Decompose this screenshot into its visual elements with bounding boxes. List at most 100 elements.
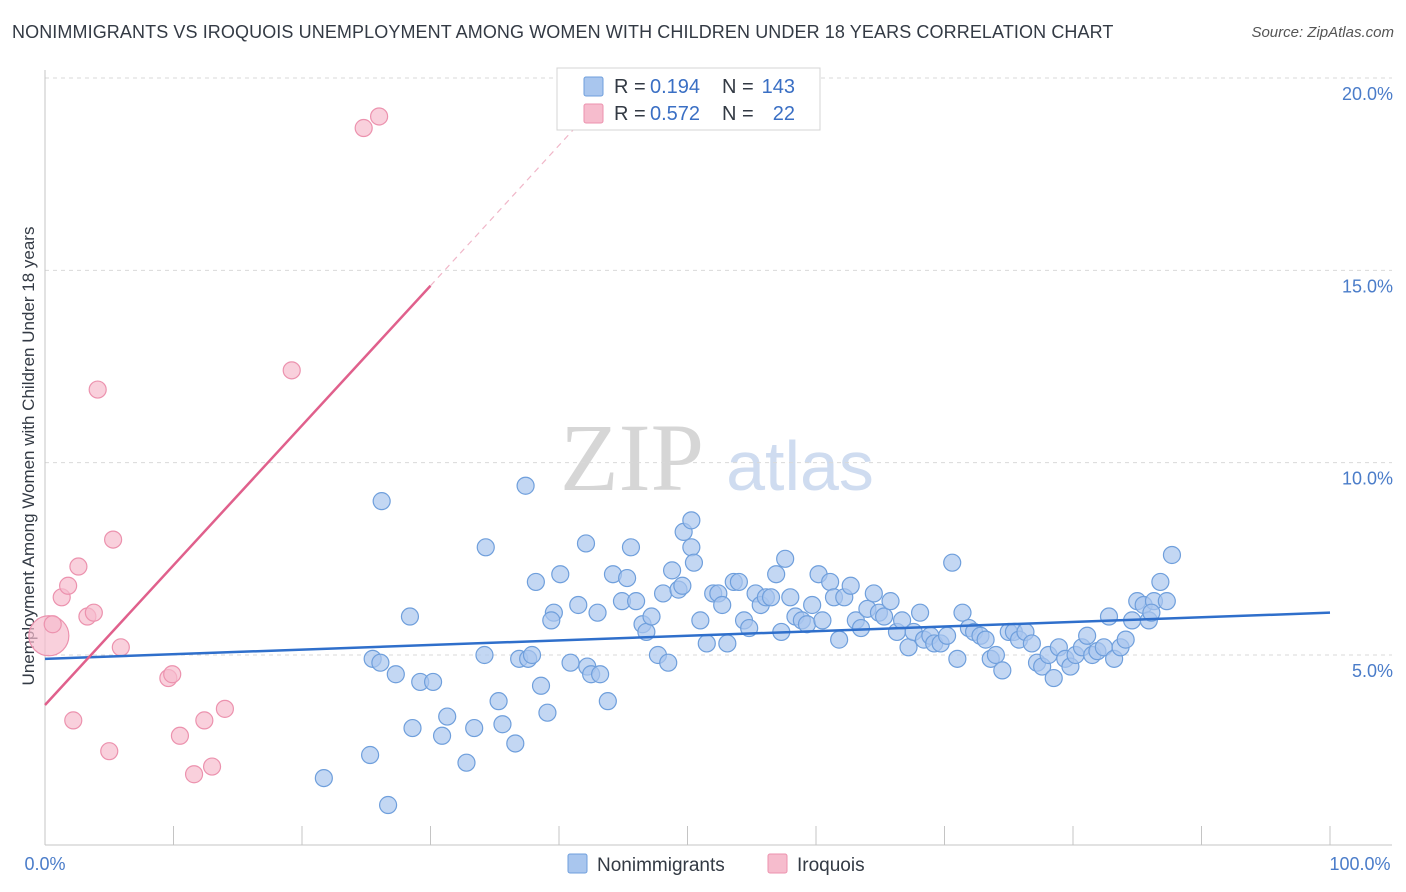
point-iroquois-8 [88,380,107,399]
point-nonimmigrants-104 [953,603,972,622]
legend-r-label-iroquois: R = [614,103,646,125]
point-iroquois-10 [104,530,123,549]
point-nonimmigrants-140 [1157,592,1176,611]
legend-r-value-iroquois: 0.572 [650,103,700,125]
point-nonimmigrants-47 [653,584,673,603]
point-iroquois-11 [111,638,130,657]
legend-swatch-iroquois [583,103,604,124]
x-tick-label-1: 100.0% [1329,854,1390,874]
point-nonimmigrants-103 [948,649,967,668]
point-nonimmigrants-15 [475,645,494,665]
point-nonimmigrants-84 [841,576,860,595]
point-iroquois-1 [43,615,62,634]
point-nonimmigrants-14 [465,718,484,738]
point-nonimmigrants-34 [576,534,596,553]
point-nonimmigrants-101 [937,626,957,645]
point-nonimmigrants-72 [776,549,795,568]
series-iroquois [28,107,389,784]
point-nonimmigrants-91 [881,592,900,611]
point-nonimmigrants-48 [659,653,678,672]
point-iroquois-7 [84,603,103,622]
point-nonimmigrants-53 [682,538,701,557]
watermark-zip: ZIP [560,404,704,511]
trendline-nonimmigrants [44,611,1331,661]
zipatlas-watermark: ZIP atlas [560,404,874,511]
axes [44,70,1392,846]
y-tick-label-1: 10.0% [1342,469,1393,489]
point-nonimmigrants-77 [803,595,822,615]
point-nonimmigrants-13 [457,753,476,772]
point-nonimmigrants-55 [682,511,701,530]
point-nonimmigrants-18 [493,715,512,734]
trend-lines [44,129,1331,706]
point-iroquois-3 [59,576,78,595]
point-iroquois-14 [170,726,190,745]
point-nonimmigrants-23 [516,476,535,495]
y-tick-label-2: 15.0% [1342,276,1393,296]
point-nonimmigrants-116 [1022,634,1041,653]
legend-n-label-iroquois: N = [722,103,754,125]
series-nonimmigrants [314,476,1182,815]
point-nonimmigrants-8 [403,718,422,738]
point-iroquois-5 [69,557,88,576]
point-nonimmigrants-57 [697,634,716,653]
legend-n-value-nonimmigrants: 143 [762,76,795,98]
x-tick-labels: 0.0% 100.0% [24,854,1390,874]
source-credit: Source: ZipAtlas.com [1251,24,1394,41]
legend-r-value-nonimmigrants: 0.194 [650,76,700,98]
point-nonimmigrants-60 [713,595,732,615]
point-nonimmigrants-94 [899,638,918,657]
point-nonimmigrants-5 [378,795,398,815]
trendline-iroquois [44,284,432,706]
y-tick-label-3: 20.0% [1342,84,1393,104]
point-nonimmigrants-6 [386,665,405,684]
point-nonimmigrants-22 [522,645,542,665]
point-nonimmigrants-37 [598,692,617,711]
point-nonimmigrants-19 [506,734,525,753]
point-nonimmigrants-54 [684,553,704,572]
point-nonimmigrants-10 [423,672,443,692]
point-nonimmigrants-142 [1142,603,1161,622]
point-nonimmigrants-63 [729,572,749,592]
trendline-iroquois-extension [430,129,574,287]
watermark-atlas: atlas [726,427,874,505]
point-nonimmigrants-25 [531,676,551,695]
bottom-legend-label-iroquois: Iroquois [797,855,865,876]
point-nonimmigrants-111 [993,661,1012,680]
point-nonimmigrants-79 [813,611,832,630]
point-nonimmigrants-126 [1078,626,1097,645]
point-nonimmigrants-30 [561,653,580,672]
point-nonimmigrants-45 [642,607,661,626]
point-nonimmigrants-141 [1162,545,1182,565]
legend-swatch-nonimmigrants [583,76,604,97]
point-nonimmigrants-16 [476,538,495,557]
point-nonimmigrants-3 [371,653,390,672]
point-nonimmigrants-130 [1099,607,1119,626]
point-iroquois-16 [195,711,214,730]
point-nonimmigrants-110 [986,645,1006,665]
point-nonimmigrants-0 [314,768,333,788]
point-iroquois-15 [184,765,204,784]
point-nonimmigrants-70 [767,565,786,584]
point-nonimmigrants-80 [821,572,840,592]
point-iroquois-17 [202,757,222,776]
bottom-legend-swatch-nonimmigrants [567,853,588,874]
point-nonimmigrants-41 [621,538,641,557]
point-nonimmigrants-1 [361,745,380,765]
point-nonimmigrants-90 [875,607,894,626]
x-tick-label-0: 0.0% [24,854,65,874]
point-nonimmigrants-36 [591,665,610,684]
point-nonimmigrants-11 [432,726,452,745]
point-nonimmigrants-73 [781,588,800,607]
point-iroquois-18 [215,699,234,718]
bottom-legend: Nonimmigrants Iroquois [567,853,865,876]
point-nonimmigrants-26 [538,703,557,722]
point-nonimmigrants-69 [761,588,781,607]
legend-n-value-iroquois: 22 [773,103,795,125]
bottom-legend-label-nonimmigrants: Nonimmigrants [597,855,725,876]
legend-n-label-nonimmigrants: N = [722,76,754,98]
point-nonimmigrants-35 [588,603,607,622]
point-nonimmigrants-42 [626,592,646,611]
point-nonimmigrants-4 [372,492,391,511]
